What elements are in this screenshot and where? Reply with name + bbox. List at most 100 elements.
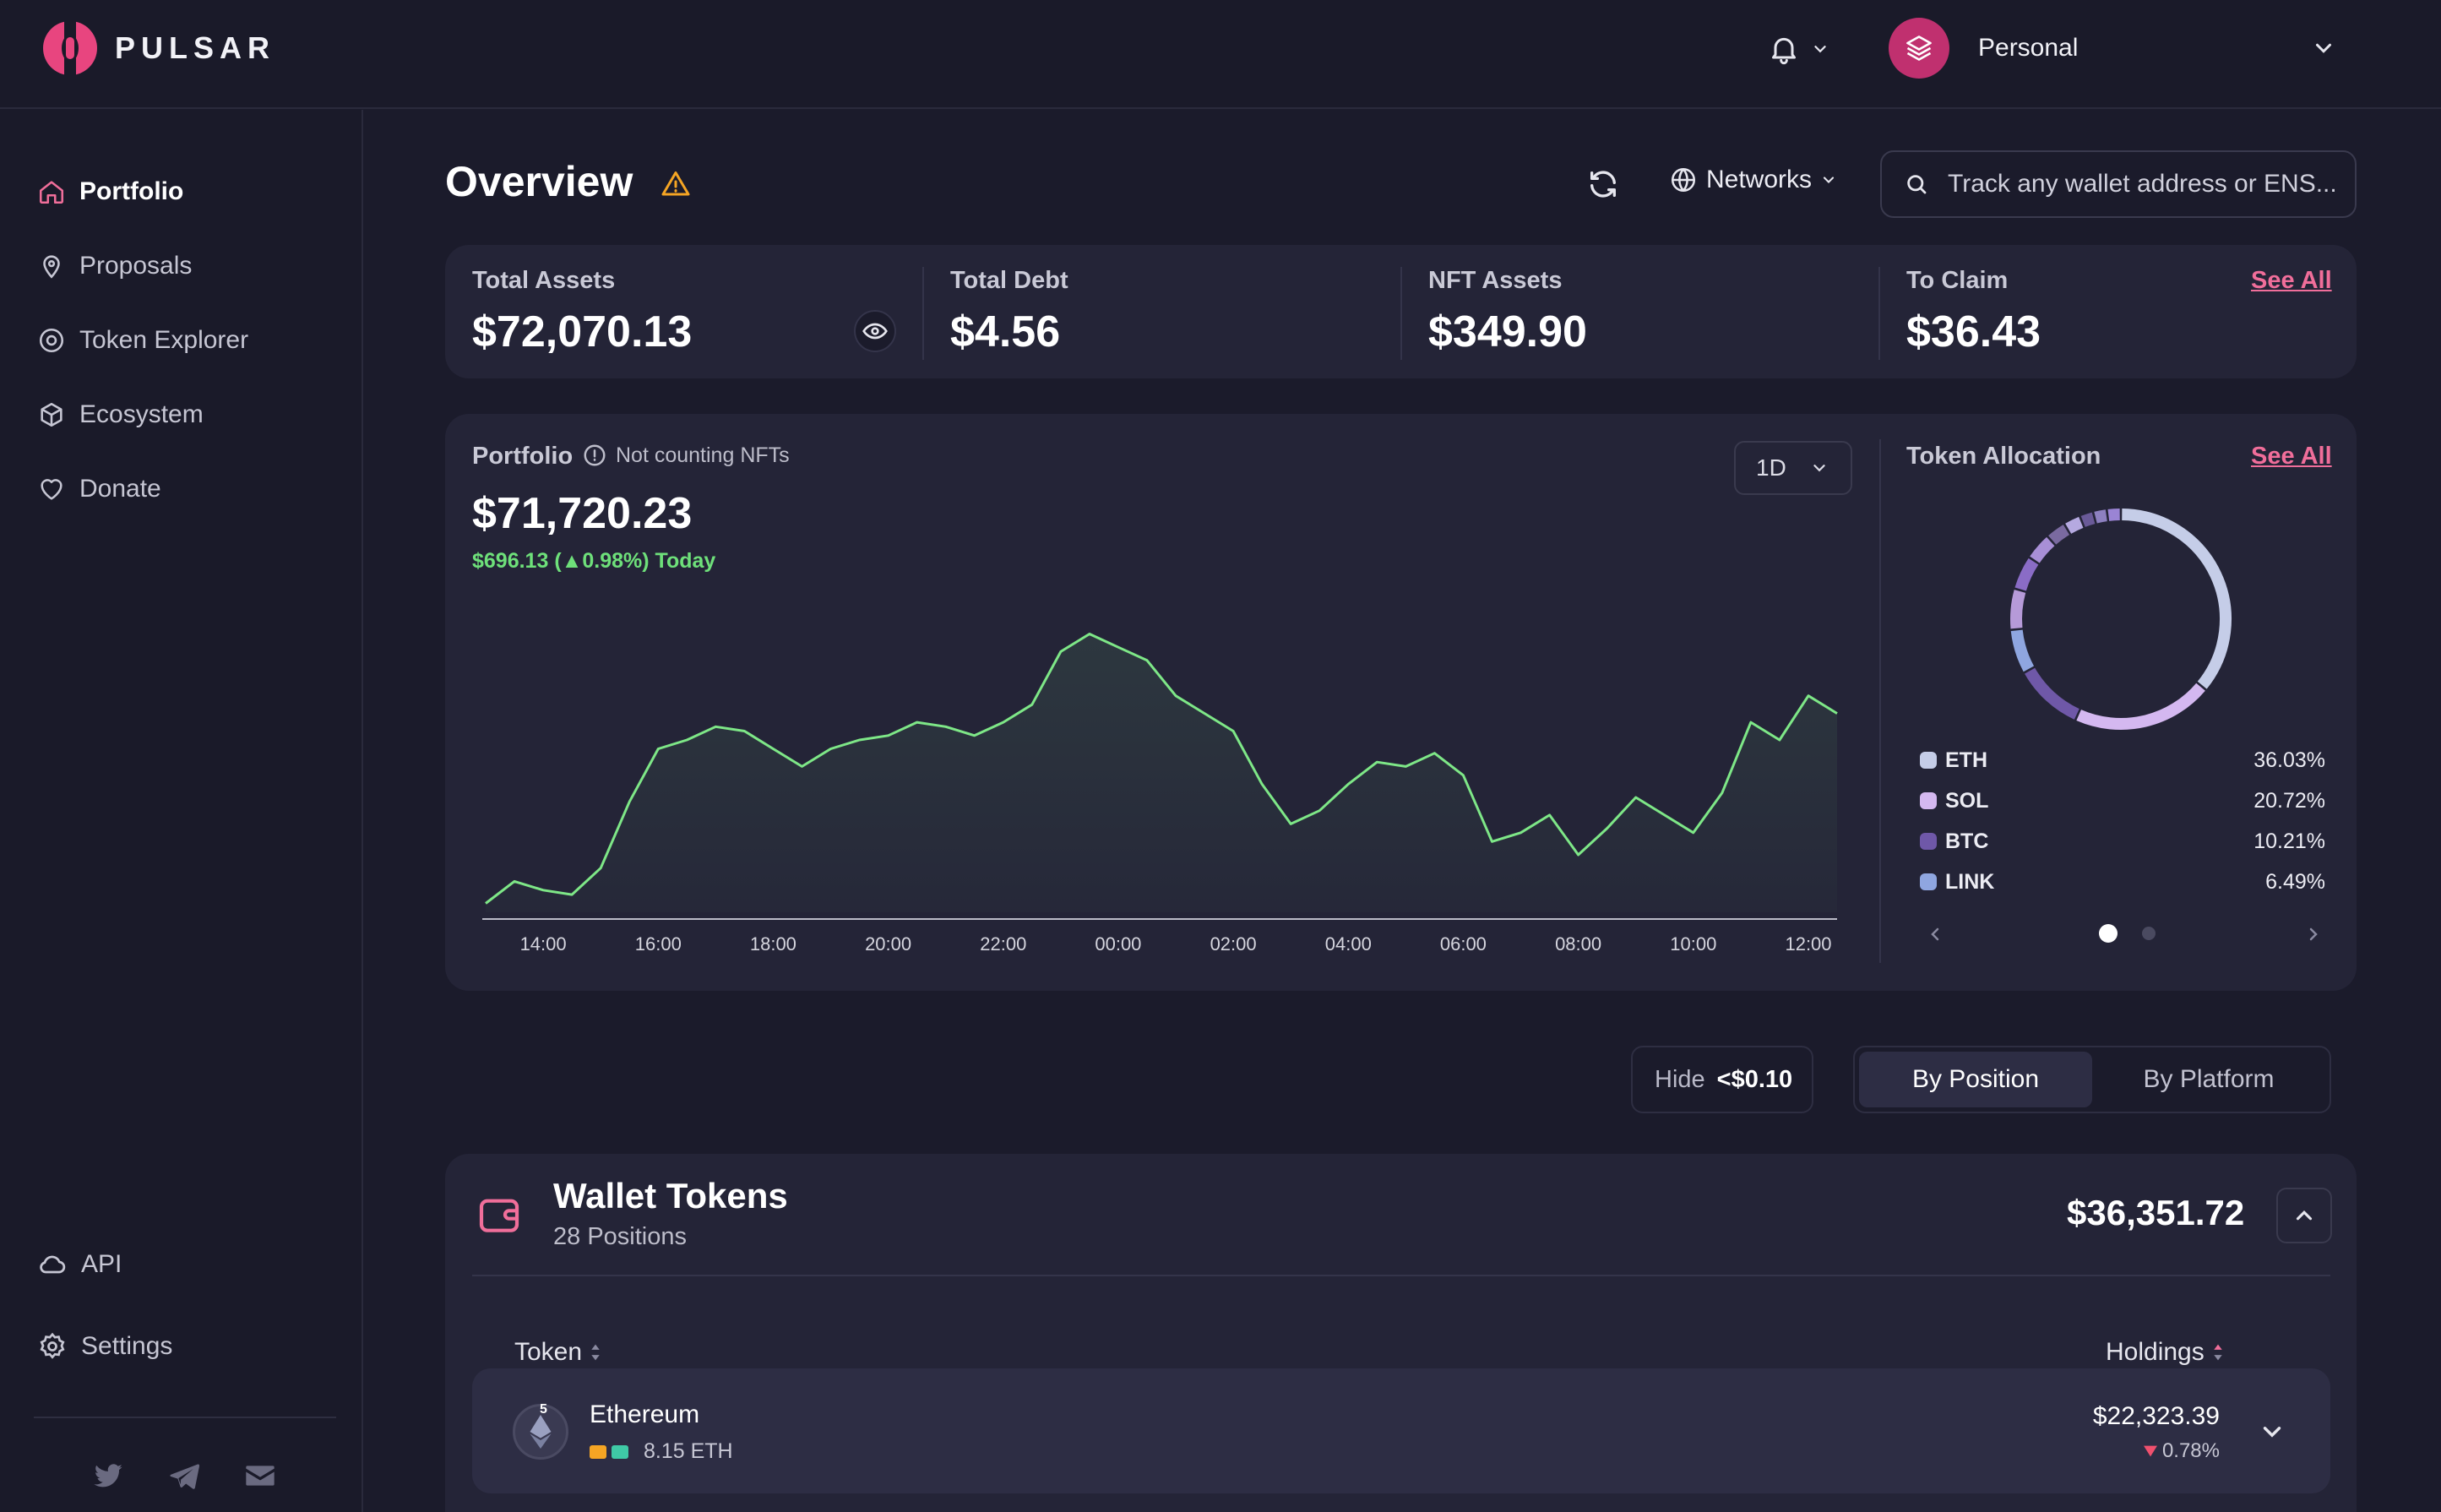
carousel-dot[interactable] xyxy=(2142,927,2156,940)
column-label: Token xyxy=(514,1338,583,1366)
portfolio-note: Not counting NFTs xyxy=(582,443,790,468)
x-tick-label: 18:00 xyxy=(750,933,796,955)
wallet-search[interactable] xyxy=(1880,150,2357,218)
bell-icon xyxy=(1772,37,1796,65)
chevron-right-icon[interactable] xyxy=(2303,924,2324,944)
donut-slice-other xyxy=(2014,557,2039,591)
token-name: Ethereum xyxy=(590,1401,700,1428)
portfolio-change: $696.13 (▲0.98%) Today xyxy=(472,549,716,573)
chart-line xyxy=(485,633,1838,905)
token-row[interactable]: 5 Ethereum 8.15 ETH $22,323.39 0.78% xyxy=(472,1368,2330,1493)
portfolio-card: Portfolio Not counting NFTs $71,720.23 $… xyxy=(445,414,2357,991)
sidebar-item-label: Settings xyxy=(81,1332,173,1360)
donut-slice-other xyxy=(2094,509,2107,524)
heart-icon xyxy=(41,479,63,500)
legend-symbol: ETH xyxy=(1945,748,1987,772)
chevron-down-icon[interactable] xyxy=(2258,1417,2286,1446)
token-amount-text: 8.15 ETH xyxy=(644,1439,733,1463)
telegram-icon[interactable] xyxy=(167,1459,201,1493)
chevron-up-icon xyxy=(2296,1210,2313,1221)
chain-count-badge: 5 xyxy=(540,1402,547,1417)
mail-icon[interactable] xyxy=(243,1459,277,1493)
to-claim-see-all-link[interactable]: See All xyxy=(2251,267,2332,294)
sidebar-item-settings[interactable]: Settings xyxy=(37,1331,172,1362)
chevron-down-icon xyxy=(1823,177,1835,183)
sidebar-item-token-explorer[interactable]: Token Explorer xyxy=(37,326,248,355)
ethereum-token-icon xyxy=(513,1404,568,1460)
refresh-icon[interactable] xyxy=(1586,167,1620,201)
legend-item-link: LINK 6.49% xyxy=(1920,867,2325,896)
sidebar-item-portfolio[interactable]: Portfolio xyxy=(37,177,183,206)
sidebar-item-label: API xyxy=(81,1250,122,1278)
legend-item-sol: SOL 20.72% xyxy=(1920,786,2325,815)
twitter-icon[interactable] xyxy=(91,1459,125,1493)
toggle-visibility-button[interactable] xyxy=(854,310,896,352)
donut-slice-other xyxy=(2107,509,2120,521)
token-allocation-donut xyxy=(2010,509,2232,730)
allocation-divider xyxy=(1879,439,1881,963)
total-assets-stat: Total Assets $72,070.13 xyxy=(472,267,692,357)
legend-swatch xyxy=(1920,792,1937,809)
legend-swatch xyxy=(1920,873,1937,890)
wallet-source-icon xyxy=(612,1444,628,1459)
sidebar-item-ecosystem[interactable]: Ecosystem xyxy=(37,400,204,429)
layers-icon xyxy=(1906,35,1932,61)
sidebar: Portfolio Proposals Token Explorer Ecosy… xyxy=(0,110,363,1512)
account-switcher[interactable]: Personal xyxy=(1889,17,2336,79)
column-header-token[interactable]: Token xyxy=(514,1338,602,1367)
stat-label: NFT Assets xyxy=(1428,267,1563,294)
hide-small-balances-toggle[interactable]: Hide <$0.10 xyxy=(1631,1046,1813,1113)
stat-value: $349.90 xyxy=(1428,307,1587,356)
nft-assets-stat: NFT Assets $349.90 xyxy=(1428,267,1587,357)
x-tick-label: 14:00 xyxy=(520,933,567,955)
account-avatar xyxy=(1889,18,1949,79)
donut-slice-other xyxy=(2065,516,2084,534)
legend-item-btc: BTC 10.21% xyxy=(1920,827,2325,856)
by-platform-tab[interactable]: By Platform xyxy=(2143,1065,2275,1093)
search-input[interactable] xyxy=(1948,170,2345,199)
x-tick-label: 12:00 xyxy=(1785,933,1831,955)
sidebar-item-donate[interactable]: Donate xyxy=(37,475,161,503)
search-icon xyxy=(1907,175,1927,194)
to-claim-stat: To Claim $36.43 xyxy=(1906,267,2041,357)
globe-icon xyxy=(1671,167,1696,193)
allocation-see-all-link[interactable]: See All xyxy=(2251,443,2332,470)
column-header-holdings[interactable]: Holdings xyxy=(2106,1338,2225,1367)
warning-icon[interactable] xyxy=(661,169,691,199)
top-bar: PULSAR Personal xyxy=(0,0,2441,109)
time-range-select[interactable]: 1D xyxy=(1734,441,1852,495)
sidebar-divider xyxy=(34,1417,336,1418)
legend-symbol: SOL xyxy=(1945,788,1989,813)
social-links xyxy=(91,1459,277,1493)
explorer-icon xyxy=(39,328,64,353)
collapse-button[interactable] xyxy=(2276,1188,2332,1243)
stat-value: $36.43 xyxy=(1906,307,2041,356)
stat-divider xyxy=(922,267,924,360)
sidebar-item-api[interactable]: API xyxy=(37,1249,122,1280)
networks-label: Networks xyxy=(1706,166,1813,193)
legend-symbol: LINK xyxy=(1945,869,1995,894)
info-icon xyxy=(584,444,606,466)
networks-dropdown[interactable]: Networks xyxy=(1669,166,1837,194)
cube-icon xyxy=(41,402,63,427)
legend-swatch xyxy=(1920,833,1937,850)
sidebar-item-proposals[interactable]: Proposals xyxy=(37,252,192,280)
donut-slice-btc xyxy=(2025,667,2079,720)
legend-percent: 36.03% xyxy=(2253,748,2325,772)
wallet-title: Wallet Tokens xyxy=(553,1176,788,1216)
chevron-down-icon xyxy=(1814,46,1826,53)
chevron-left-icon[interactable] xyxy=(1925,924,1945,944)
logo[interactable]: PULSAR xyxy=(42,20,275,76)
sidebar-item-label: Portfolio xyxy=(79,177,184,205)
sidebar-item-label: Token Explorer xyxy=(79,326,249,354)
stat-value: $4.56 xyxy=(950,307,1061,356)
sort-icon xyxy=(591,1344,600,1361)
wallet-divider xyxy=(472,1275,2330,1276)
carousel-dot-active[interactable] xyxy=(2099,924,2118,943)
donut-slice-other xyxy=(2010,590,2026,629)
notifications-button[interactable] xyxy=(1767,32,1829,66)
stat-divider xyxy=(1878,267,1880,360)
stat-label: Total Assets xyxy=(472,267,616,294)
by-position-tab[interactable]: By Position xyxy=(1859,1052,2092,1107)
x-tick-label: 22:00 xyxy=(980,933,1026,955)
